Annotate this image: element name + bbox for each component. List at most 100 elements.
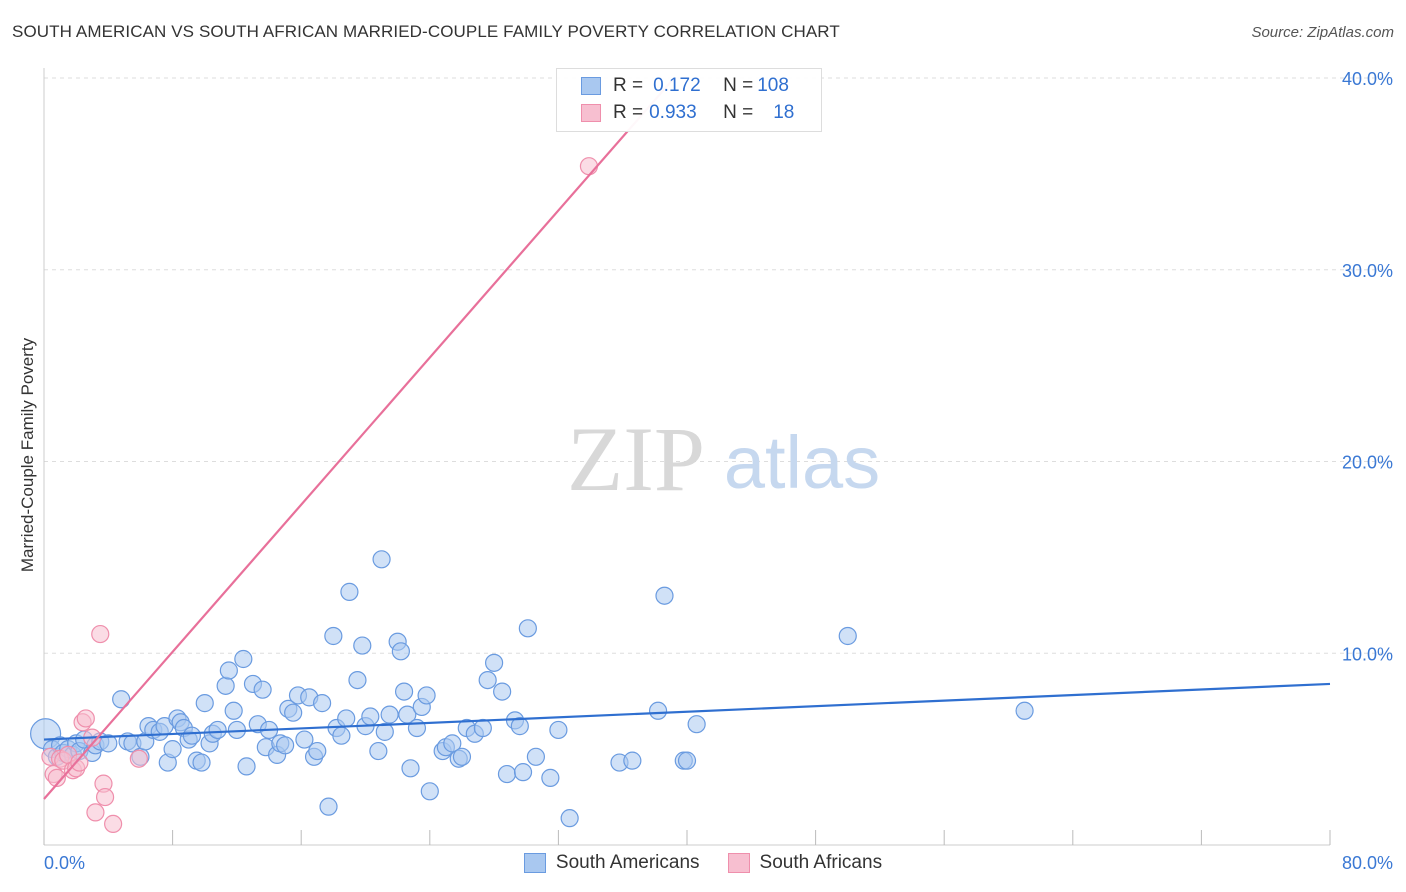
point-south-american — [312, 694, 332, 713]
watermark-zip: ZIP — [567, 408, 705, 510]
points-layer — [30, 157, 1034, 834]
point-south-american — [485, 653, 504, 672]
grid-layer — [44, 77, 1392, 654]
point-south-american — [391, 642, 410, 661]
point-south-american — [319, 797, 338, 816]
point-south-american — [348, 670, 367, 690]
point-south-american — [224, 701, 243, 720]
point-south-american — [163, 740, 182, 759]
point-south-american — [337, 709, 356, 728]
point-south-african — [579, 157, 599, 176]
trendline-south-americans — [43, 682, 1331, 741]
legend-n-label: N = — [723, 75, 754, 96]
point-south-american — [216, 676, 235, 695]
point-south-american — [375, 722, 394, 741]
point-south-american — [208, 720, 227, 740]
legend-swatch-blue — [581, 77, 601, 95]
x-tick-label: 0.0% — [44, 853, 85, 873]
legend-swatch-pink — [581, 104, 601, 122]
legend-swatch-blue — [523, 853, 546, 873]
point-south-african — [76, 709, 95, 728]
point-south-american — [687, 715, 706, 734]
point-south-american — [838, 626, 857, 646]
point-south-american — [332, 726, 351, 745]
point-south-african — [47, 768, 66, 787]
correlation-legend: R = 0.172 N = 108 R = 0.933 N = 18 — [556, 68, 822, 132]
point-south-african — [104, 814, 123, 834]
point-south-american — [655, 586, 674, 605]
trendline-south-africans — [43, 77, 675, 800]
watermark-atlas: atlas — [724, 421, 880, 504]
point-south-american — [401, 759, 420, 778]
point-south-american — [497, 764, 517, 784]
point-south-american — [510, 717, 529, 736]
point-south-american — [195, 694, 214, 713]
legend-r-label: R = — [613, 75, 644, 96]
legend-r-label: R = — [613, 102, 644, 123]
x-tick-label: 80.0% — [1342, 853, 1393, 873]
point-south-american — [369, 741, 388, 761]
point-south-american — [361, 707, 380, 726]
y-tick-label: 20.0% — [1342, 453, 1393, 473]
point-south-american — [237, 757, 256, 776]
point-south-african — [95, 787, 115, 807]
point-south-american — [182, 726, 201, 745]
axis-layer — [43, 68, 1331, 846]
legend-n-label: N = — [723, 102, 754, 123]
point-south-american — [452, 747, 472, 766]
point-south-american — [284, 703, 303, 722]
point-south-american — [192, 753, 211, 772]
point-south-american — [417, 686, 436, 705]
point-south-american — [560, 809, 579, 828]
trend-layer — [43, 77, 1331, 800]
point-south-american — [473, 718, 492, 738]
y-tick-label: 10.0% — [1342, 644, 1393, 664]
y-axis-label: Married-Couple Family Poverty — [18, 337, 37, 573]
legend-r-value: 0.933 — [649, 102, 697, 123]
point-south-american — [541, 768, 560, 787]
point-south-american — [112, 690, 131, 709]
point-south-american — [394, 682, 414, 701]
y-tick-label: 30.0% — [1342, 261, 1393, 281]
legend-swatch-pink — [727, 853, 750, 873]
point-south-american — [324, 626, 343, 646]
point-south-american — [253, 680, 272, 699]
point-south-american — [308, 741, 327, 761]
point-south-american — [353, 636, 372, 655]
point-south-american — [380, 705, 399, 724]
point-south-african — [129, 749, 148, 768]
legend-item-south-americans[interactable]: South Americans — [523, 852, 700, 874]
point-south-american — [234, 649, 253, 669]
legend-n-value: 108 — [757, 75, 789, 96]
point-south-american — [478, 670, 497, 690]
point-south-american — [420, 782, 439, 801]
point-south-american — [493, 682, 512, 701]
tick-label-layer: 10.0% 20.0% 30.0% 40.0% 0.0% 80.0% — [44, 69, 1393, 873]
legend-item-south-africans[interactable]: South Africans — [727, 852, 883, 874]
point-south-american — [518, 619, 537, 638]
point-south-american — [623, 751, 642, 770]
point-south-american — [677, 751, 697, 770]
point-south-american — [513, 763, 533, 782]
watermark: ZIP atlas — [567, 408, 880, 510]
y-tick-label: 40.0% — [1342, 69, 1393, 89]
point-south-american — [372, 550, 391, 569]
legend-n-value: 18 — [773, 102, 795, 123]
point-south-american — [648, 701, 668, 720]
point-south-american — [443, 734, 462, 753]
legend-row-south-africans: R = 0.933 N = 18 — [581, 100, 794, 126]
legend-row-south-americans: R = 0.172 N = 108 — [581, 73, 789, 99]
source-label: Source: ZipAtlas.com — [1251, 24, 1394, 41]
point-south-african — [86, 803, 105, 822]
point-south-african — [70, 753, 89, 772]
series-legend: South Americans South Africans — [0, 852, 1406, 874]
point-south-american — [1015, 701, 1034, 720]
legend-item-label: South Americans — [555, 852, 700, 873]
legend-item-label: South Africans — [759, 852, 883, 873]
point-south-african — [91, 624, 110, 644]
point-south-american — [295, 730, 314, 749]
legend-r-value: 0.172 — [653, 75, 701, 96]
point-south-american — [276, 736, 295, 755]
point-south-american — [526, 747, 545, 766]
